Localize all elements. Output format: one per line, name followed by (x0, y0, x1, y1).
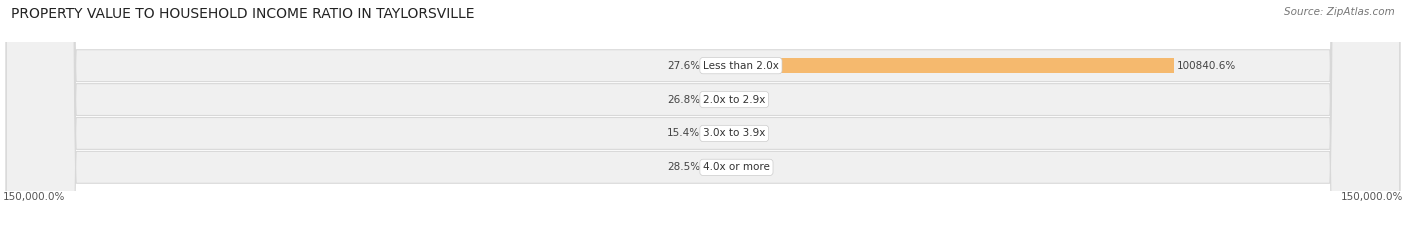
FancyBboxPatch shape (6, 0, 1400, 233)
Text: 26.8%: 26.8% (666, 95, 700, 105)
Text: 15.4%: 15.4% (666, 128, 700, 138)
Text: Source: ZipAtlas.com: Source: ZipAtlas.com (1284, 7, 1395, 17)
Text: 3.0x to 3.9x: 3.0x to 3.9x (703, 128, 765, 138)
Text: 28.5%: 28.5% (666, 162, 700, 172)
Text: 2.0x to 2.9x: 2.0x to 2.9x (703, 95, 765, 105)
Text: 2.9%: 2.9% (706, 162, 733, 172)
FancyBboxPatch shape (6, 0, 1400, 233)
Text: 150,000.0%: 150,000.0% (1341, 192, 1403, 202)
Text: 65.3%: 65.3% (706, 95, 740, 105)
Text: 150,000.0%: 150,000.0% (3, 192, 65, 202)
Text: 27.6%: 27.6% (666, 61, 700, 71)
Text: 4.0x or more: 4.0x or more (703, 162, 770, 172)
FancyBboxPatch shape (6, 0, 1400, 233)
FancyBboxPatch shape (6, 0, 1400, 233)
Bar (703, 58, 1174, 73)
Text: Less than 2.0x: Less than 2.0x (703, 61, 779, 71)
Text: PROPERTY VALUE TO HOUSEHOLD INCOME RATIO IN TAYLORSVILLE: PROPERTY VALUE TO HOUSEHOLD INCOME RATIO… (11, 7, 475, 21)
Text: 100840.6%: 100840.6% (1177, 61, 1236, 71)
Text: 7.1%: 7.1% (706, 128, 733, 138)
